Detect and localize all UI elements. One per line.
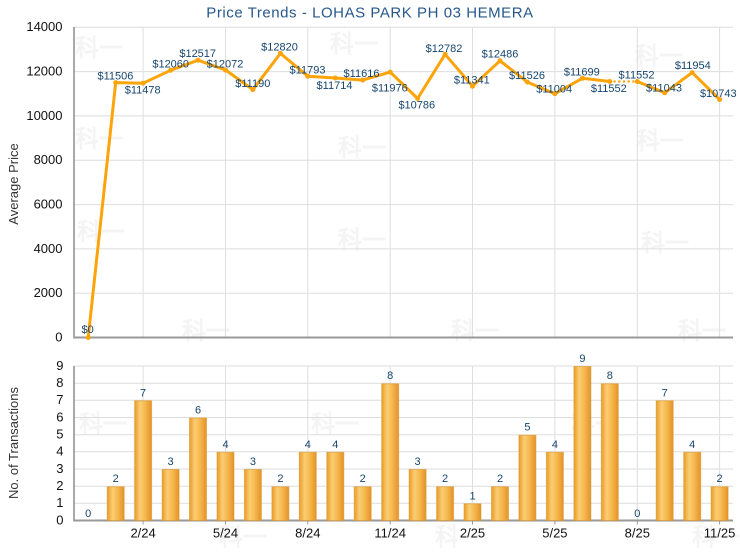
svg-text:$10786: $10786 (398, 100, 435, 112)
svg-text:2: 2 (717, 473, 723, 485)
svg-text:$11976: $11976 (372, 82, 408, 94)
svg-text:6: 6 (195, 405, 201, 417)
svg-text:科一: 科一 (79, 411, 127, 438)
svg-text:6: 6 (56, 409, 63, 424)
svg-text:4: 4 (552, 439, 558, 451)
svg-text:14000: 14000 (26, 19, 62, 34)
svg-text:9: 9 (56, 358, 63, 373)
svg-text:$12517: $12517 (179, 48, 216, 60)
svg-text:科一: 科一 (636, 128, 684, 155)
svg-text:2: 2 (277, 473, 283, 485)
svg-text:$11793: $11793 (290, 64, 326, 76)
svg-text:3: 3 (56, 461, 63, 476)
svg-text:7: 7 (140, 387, 146, 399)
svg-text:8: 8 (387, 370, 393, 382)
svg-text:$11478: $11478 (125, 84, 161, 96)
svg-text:科一: 科一 (435, 524, 483, 550)
svg-text:$12782: $12782 (426, 43, 463, 55)
svg-text:$11714: $11714 (317, 80, 353, 92)
svg-text:科一: 科一 (311, 411, 359, 438)
svg-text:$12072: $12072 (207, 59, 244, 71)
svg-text:8000: 8000 (34, 152, 63, 167)
svg-text:$12060: $12060 (152, 59, 189, 71)
svg-text:$11506: $11506 (97, 71, 133, 83)
svg-text:科一: 科一 (330, 31, 378, 58)
svg-text:No. of Transactions: No. of Transactions (6, 387, 21, 499)
svg-text:$11341: $11341 (454, 74, 490, 86)
svg-text:科一: 科一 (641, 230, 689, 257)
svg-text:$12486: $12486 (482, 49, 519, 61)
svg-text:2: 2 (442, 473, 448, 485)
svg-text:3: 3 (415, 456, 421, 468)
svg-text:0: 0 (55, 329, 62, 344)
svg-text:$11190: $11190 (235, 78, 270, 90)
svg-text:科一: 科一 (635, 43, 683, 70)
svg-text:$11954: $11954 (675, 60, 711, 72)
svg-text:4: 4 (56, 444, 63, 459)
svg-text:1: 1 (469, 490, 475, 502)
svg-text:10000: 10000 (26, 108, 62, 123)
svg-text:3: 3 (168, 456, 174, 468)
svg-text:5: 5 (524, 422, 530, 434)
svg-text:Average Price: Average Price (6, 143, 21, 224)
svg-text:4000: 4000 (34, 241, 63, 256)
svg-text:$11043: $11043 (646, 82, 682, 94)
svg-text:11/25: 11/25 (704, 526, 736, 541)
svg-text:$11699: $11699 (564, 66, 600, 78)
svg-text:5/24: 5/24 (213, 526, 238, 541)
svg-text:2: 2 (497, 473, 503, 485)
svg-text:7: 7 (662, 387, 668, 399)
svg-text:$12820: $12820 (261, 42, 298, 54)
svg-text:科一: 科一 (75, 126, 123, 153)
svg-text:科一: 科一 (219, 524, 267, 550)
svg-text:2: 2 (360, 473, 366, 485)
svg-text:8: 8 (56, 375, 63, 390)
svg-text:Price Trends - LOHAS PARK PH 0: Price Trends - LOHAS PARK PH 03 HEMERA (206, 5, 533, 22)
svg-text:科一: 科一 (182, 318, 230, 345)
svg-text:$10743: $10743 (700, 88, 737, 100)
svg-text:8: 8 (607, 370, 613, 382)
svg-text:$11526: $11526 (509, 70, 545, 82)
svg-text:$11004: $11004 (536, 83, 572, 95)
svg-text:3: 3 (250, 456, 256, 468)
svg-text:0: 0 (634, 508, 640, 520)
svg-text:8/24: 8/24 (295, 526, 320, 541)
svg-text:$0: $0 (81, 324, 93, 336)
svg-text:0: 0 (56, 512, 63, 527)
svg-text:1: 1 (56, 495, 63, 510)
svg-text:科一: 科一 (338, 135, 386, 162)
svg-text:4: 4 (689, 439, 695, 451)
svg-text:7: 7 (56, 392, 63, 407)
svg-text:4: 4 (305, 439, 311, 451)
svg-text:5: 5 (56, 427, 63, 442)
svg-text:9: 9 (579, 353, 585, 365)
svg-text:8/25: 8/25 (625, 526, 650, 541)
svg-text:4: 4 (332, 439, 338, 451)
svg-text:5/25: 5/25 (542, 526, 567, 541)
svg-text:12000: 12000 (26, 64, 62, 79)
svg-text:$11616: $11616 (344, 68, 380, 80)
svg-text:科一: 科一 (75, 35, 123, 62)
svg-text:科一: 科一 (451, 318, 499, 345)
svg-text:2/24: 2/24 (130, 526, 155, 541)
svg-text:6000: 6000 (34, 197, 63, 212)
svg-text:2: 2 (113, 473, 119, 485)
svg-text:科一: 科一 (678, 318, 726, 345)
svg-text:$11552: $11552 (619, 69, 655, 81)
svg-text:2: 2 (56, 478, 63, 493)
svg-text:科一: 科一 (338, 227, 386, 254)
svg-text:2000: 2000 (34, 285, 63, 300)
svg-text:$11552: $11552 (591, 83, 627, 95)
svg-text:2/25: 2/25 (460, 526, 485, 541)
svg-text:4: 4 (222, 439, 228, 451)
svg-text:0: 0 (85, 508, 91, 520)
svg-text:11/24: 11/24 (374, 526, 406, 541)
svg-text:科一: 科一 (692, 524, 740, 550)
